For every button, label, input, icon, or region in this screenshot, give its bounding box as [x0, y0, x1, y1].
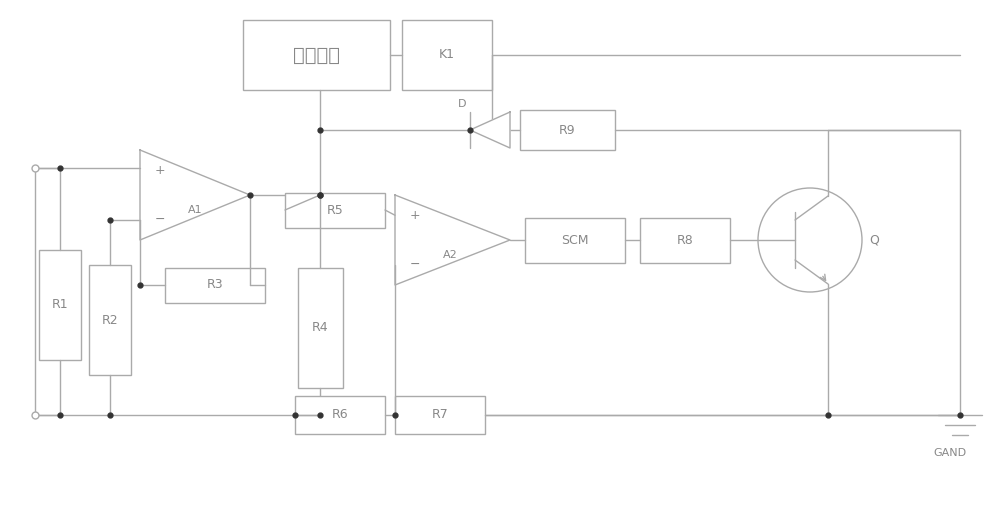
Text: −: −	[155, 213, 165, 226]
Text: R7: R7	[432, 409, 448, 422]
Bar	[165, 268, 265, 302]
Polygon shape	[140, 150, 250, 240]
Text: +: +	[155, 164, 165, 177]
Bar	[39, 250, 81, 360]
Text: R5: R5	[327, 204, 343, 217]
Text: R2: R2	[102, 314, 118, 327]
Bar	[243, 20, 390, 90]
Text: R4: R4	[312, 321, 328, 334]
Text: +: +	[410, 209, 420, 222]
Text: SCM: SCM	[561, 233, 589, 246]
Text: R1: R1	[52, 298, 68, 312]
Text: A2: A2	[443, 250, 457, 260]
Bar	[298, 268, 342, 387]
Bar	[402, 20, 492, 90]
Bar	[395, 396, 485, 434]
Polygon shape	[470, 112, 510, 148]
Bar	[285, 192, 385, 227]
Text: −: −	[410, 258, 420, 271]
Text: 电源模块: 电源模块	[293, 45, 340, 65]
Text: A1: A1	[188, 205, 202, 215]
Text: Q: Q	[869, 233, 879, 246]
Bar	[640, 218, 730, 263]
Polygon shape	[395, 195, 510, 285]
Text: D: D	[458, 99, 466, 109]
Bar	[525, 218, 625, 263]
Text: R6: R6	[332, 409, 348, 422]
Bar	[89, 265, 131, 375]
Text: R3: R3	[207, 278, 223, 291]
Text: GAND: GAND	[933, 448, 967, 458]
Bar	[295, 396, 385, 434]
Bar	[520, 110, 615, 150]
Text: K1: K1	[439, 48, 455, 62]
Text: R8: R8	[677, 233, 693, 246]
Text: R9: R9	[559, 124, 576, 136]
